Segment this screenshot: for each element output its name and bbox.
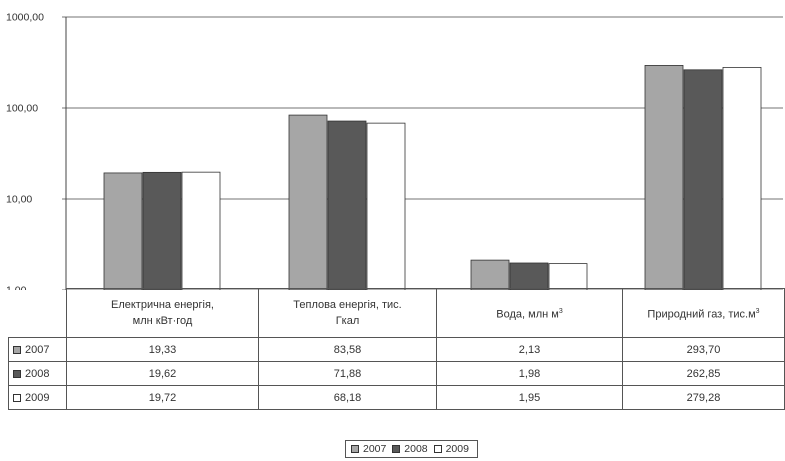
category-label-line2: млн кВт·год [132,315,193,327]
bar-2009-1 [366,122,406,290]
category-label-line1: Електрична енергія, [111,299,214,311]
category-label-sup: 3 [558,307,563,315]
data-label: 1,98 [436,361,623,386]
data-label: 2,13 [436,337,623,362]
table-row-2008: 2008 19,62 71,88 1,98 262,85 [8,361,785,386]
legend-entry-2007: 2007 [351,443,386,455]
category-label-line2: Гкал [335,315,360,327]
bar-2008-0 [142,171,182,290]
category-label-line1: Природний газ, тис.м [647,308,756,321]
bar-2008-3 [683,69,723,290]
series-swatch-2008 [13,369,21,378]
data-label: 19,33 [66,337,259,362]
y-tick-label: 1000,00 [6,12,44,24]
y-axis: 1000,00 100,00 10,00 1,00 [6,12,67,291]
legend-swatch [433,445,442,454]
data-label: 71,88 [258,361,437,386]
legend-label: 2008 [404,443,428,455]
series-swatch-2009 [13,393,21,402]
table-row-2009: 2009 19,72 68,18 1,95 279,28 [8,385,785,410]
category-header-gas: Природний газ, тис.м3 [622,288,785,338]
legend-entry-2008: 2008 [392,443,428,455]
category-header-heat: Теплова енергія, тис. Гкал [258,288,437,338]
table-row-2007: 2007 19,33 83,58 2,13 293,70 [8,337,785,362]
category-header-water: Вода, млн м3 [436,288,623,338]
series-name: 2007 [25,343,50,356]
series-name-cell: 2009 [8,385,67,410]
bars [103,65,762,290]
legend-swatch [392,445,401,454]
data-label: 68,18 [258,385,437,410]
chart-plot: 1000,00 100,00 10,00 1,00 [6,12,783,291]
legend-label: 2007 [363,443,387,455]
bar-2009-3 [722,67,762,290]
data-label: 262,85 [622,361,785,386]
series-name: 2008 [25,367,50,380]
bar-2007-0 [103,172,143,290]
bar-2007-3 [644,65,684,290]
data-label: 83,58 [258,337,437,362]
data-label: 293,70 [622,337,785,362]
bar-2009-2 [548,263,588,290]
category-label-sup: 3 [755,307,760,315]
table-corner [8,288,67,338]
data-label: 1,95 [436,385,623,410]
series-swatch-2007 [13,345,21,354]
bar-2007-1 [288,114,328,290]
y-tick-label: 1,00 [6,285,27,291]
data-label: 19,62 [66,361,259,386]
data-table: Електрична енергія, млн кВт·год Теплова … [8,288,785,410]
category-label-line1: Теплова енергія, тис. [293,299,402,311]
category-label-line1: Вода, млн м [496,308,559,321]
series-name-cell: 2007 [8,337,67,362]
series-name: 2009 [25,391,50,404]
bar-2008-1 [327,120,367,290]
bar-2007-2 [470,259,510,290]
series-name-cell: 2008 [8,361,67,386]
data-label: 19,72 [66,385,259,410]
table-header-row: Електрична енергія, млн кВт·год Теплова … [8,288,785,338]
legend-entry-2009: 2009 [433,443,469,455]
legend: 2007 2008 2009 [345,440,478,458]
category-header-electricity: Електрична енергія, млн кВт·год [66,288,259,338]
data-label: 279,28 [622,385,785,410]
legend-label: 2009 [445,443,469,455]
bar-2009-0 [181,171,221,290]
y-tick-label: 10,00 [6,194,32,206]
bar-2008-2 [509,262,549,290]
legend-swatch [351,445,359,454]
y-tick-label: 100,00 [6,103,38,115]
